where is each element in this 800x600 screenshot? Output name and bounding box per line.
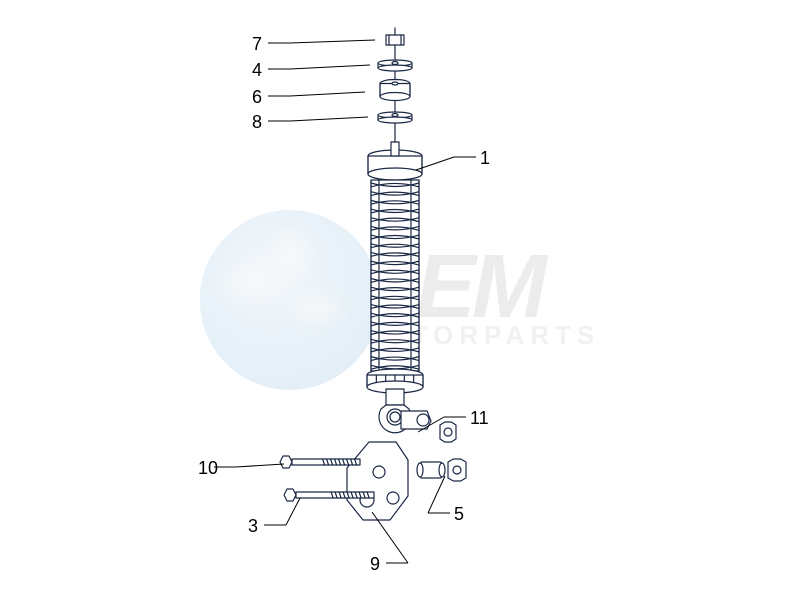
callout-3: 3 xyxy=(248,516,258,537)
callout-9: 9 xyxy=(370,554,380,575)
callout-6: 6 xyxy=(252,87,262,108)
diagram-container: OEM MOTORPARTS 746811110395 xyxy=(0,0,800,600)
parts-drawing xyxy=(0,0,800,600)
callout-5: 5 xyxy=(454,504,464,525)
callout-7: 7 xyxy=(252,34,262,55)
callout-4: 4 xyxy=(252,60,262,81)
callout-11: 11 xyxy=(470,408,489,429)
callout-1: 1 xyxy=(480,148,490,169)
callout-10: 10 xyxy=(198,458,218,479)
callout-8: 8 xyxy=(252,112,262,133)
